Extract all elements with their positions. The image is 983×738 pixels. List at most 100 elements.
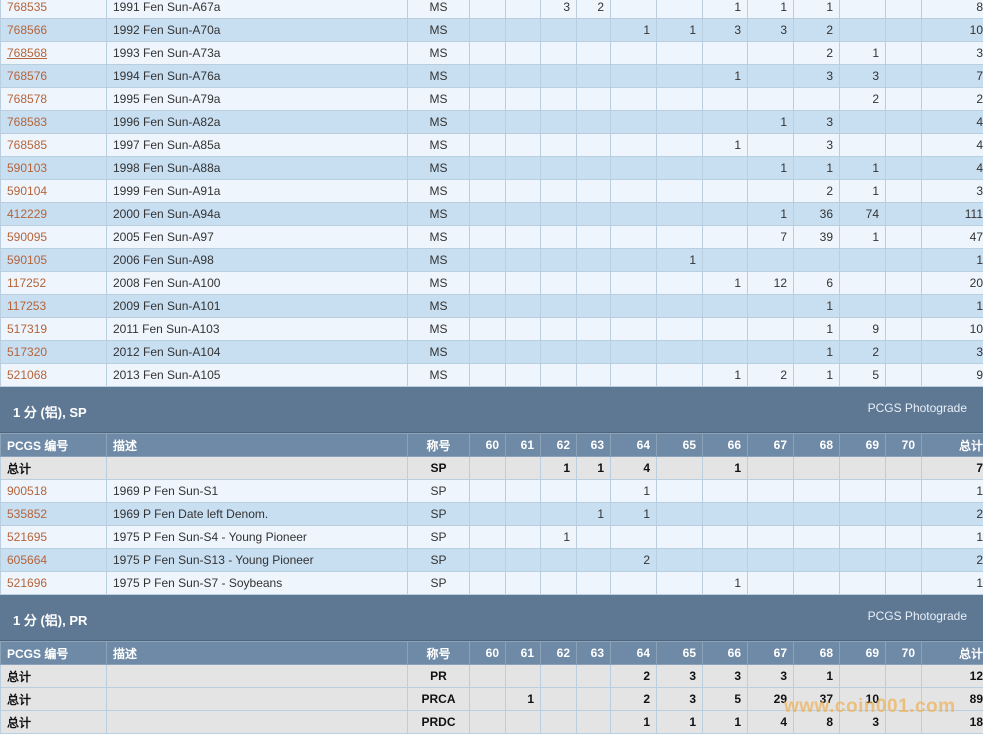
column-header-grade: 67 bbox=[747, 433, 794, 457]
pcgs-number-link[interactable]: 521068 bbox=[7, 368, 48, 382]
grade-count-cell: 3 bbox=[839, 710, 886, 734]
row-total-cell: 4 bbox=[921, 110, 983, 134]
grade-count-cell bbox=[505, 156, 541, 180]
pcgs-number-cell: 521695 bbox=[0, 525, 107, 549]
grade-count-cell: 12 bbox=[747, 271, 794, 295]
table-row: 412229 2000 Fen Sun-A94a MS 1 36 74 111 bbox=[0, 202, 983, 226]
pcgs-number-link[interactable]: 590103 bbox=[7, 161, 48, 175]
pcgs-number-link[interactable]: 517319 bbox=[7, 322, 48, 336]
grade-count-cell bbox=[747, 456, 794, 480]
grade-count-cell bbox=[540, 571, 577, 595]
section-header-pr: 1 分 (铝), PR PCGS Photograde bbox=[0, 595, 983, 641]
grade-count-cell bbox=[839, 456, 886, 480]
pcgs-number-link[interactable]: 768566 bbox=[7, 23, 48, 37]
pcgs-number-link[interactable]: 768576 bbox=[7, 69, 48, 83]
photograde-link[interactable]: PCGS Photograde bbox=[867, 609, 967, 623]
pcgs-number-link[interactable]: 768568 bbox=[7, 46, 48, 60]
column-header-grade: 63 bbox=[576, 641, 611, 665]
table-row: 590105 2006 Fen Sun-A98 MS 1 1 bbox=[0, 248, 983, 272]
pcgs-number-link[interactable]: 768535 bbox=[7, 0, 48, 14]
grade-count-cell bbox=[505, 133, 541, 157]
table-row: 117252 2008 Fen Sun-A100 MS 1 12 6 20 bbox=[0, 271, 983, 295]
grade-count-cell: 29 bbox=[747, 687, 794, 711]
table-row: 768576 1994 Fen Sun-A76a MS 1 3 3 7 bbox=[0, 64, 983, 88]
grade-count-cell bbox=[747, 179, 794, 203]
grade-count-cell bbox=[505, 502, 541, 526]
column-header-grade: 64 bbox=[610, 433, 657, 457]
grade-count-cell: 1 bbox=[839, 225, 886, 249]
column-header-grade: 60 bbox=[469, 641, 506, 665]
description-cell: 1998 Fen Sun-A88a bbox=[106, 156, 408, 180]
grade-count-cell: 2 bbox=[839, 340, 886, 364]
grade-count-cell bbox=[885, 456, 922, 480]
grade-count-cell: 3 bbox=[793, 110, 840, 134]
grade-count-cell: 5 bbox=[702, 687, 748, 711]
grade-count-cell bbox=[656, 317, 703, 341]
pcgs-number-link[interactable]: 590105 bbox=[7, 253, 48, 267]
pcgs-number-link[interactable]: 768585 bbox=[7, 138, 48, 152]
grade-count-cell bbox=[610, 202, 657, 226]
grade-count-cell bbox=[469, 571, 506, 595]
row-total-cell: 9 bbox=[921, 363, 983, 387]
grade-count-cell bbox=[469, 340, 506, 364]
grade-count-cell bbox=[610, 41, 657, 65]
designation-cell: SP bbox=[407, 479, 470, 503]
grade-count-cell bbox=[885, 248, 922, 272]
designation-cell: MS bbox=[407, 110, 470, 134]
description-cell: 2009 Fen Sun-A101 bbox=[106, 294, 408, 318]
grade-count-cell bbox=[469, 18, 506, 42]
grade-count-cell bbox=[576, 571, 611, 595]
grade-count-cell bbox=[576, 687, 611, 711]
grade-count-cell bbox=[702, 294, 748, 318]
grade-count-cell bbox=[469, 317, 506, 341]
row-total-cell: 10 bbox=[921, 317, 983, 341]
row-total-cell: 2 bbox=[921, 502, 983, 526]
column-header-grade: 62 bbox=[540, 433, 577, 457]
column-header-total: 总计 bbox=[921, 641, 983, 665]
description-cell: 1975 P Fen Sun-S7 - Soybeans bbox=[106, 571, 408, 595]
grade-count-cell bbox=[469, 502, 506, 526]
pcgs-number-link[interactable]: 590104 bbox=[7, 184, 48, 198]
grade-count-cell: 1 bbox=[576, 456, 611, 480]
row-total-cell: 1 bbox=[921, 294, 983, 318]
grade-count-cell bbox=[469, 294, 506, 318]
total-row: 总计 SP 1 1 4 1 7 bbox=[0, 456, 983, 480]
column-header-grade: 68 bbox=[793, 433, 840, 457]
pcgs-number-cell: 590104 bbox=[0, 179, 107, 203]
grade-count-cell bbox=[540, 363, 577, 387]
photograde-link[interactable]: PCGS Photograde bbox=[867, 401, 967, 415]
grade-count-cell bbox=[469, 456, 506, 480]
pcgs-number-link[interactable]: 590095 bbox=[7, 230, 48, 244]
pcgs-number-link[interactable]: 900518 bbox=[7, 484, 48, 498]
table-row: 768566 1992 Fen Sun-A70a MS 1 1 3 3 2 10 bbox=[0, 18, 983, 42]
row-total-cell: 4 bbox=[921, 133, 983, 157]
grade-count-cell bbox=[610, 294, 657, 318]
description-cell: 1969 P Fen Date left Denom. bbox=[106, 502, 408, 526]
pcgs-number-link[interactable]: 412229 bbox=[7, 207, 48, 221]
pcgs-number-link[interactable]: 521696 bbox=[7, 576, 48, 590]
site-watermark: www.coin001.com bbox=[784, 696, 956, 717]
grade-count-cell bbox=[885, 687, 922, 711]
pcgs-number-link[interactable]: 768583 bbox=[7, 115, 48, 129]
grade-count-cell: 1 bbox=[656, 710, 703, 734]
grade-count-cell bbox=[576, 156, 611, 180]
grade-count-cell bbox=[610, 340, 657, 364]
description-cell: 1991 Fen Sun-A67a bbox=[106, 0, 408, 19]
pcgs-number-link[interactable]: 535852 bbox=[7, 507, 48, 521]
pcgs-number-link[interactable]: 768578 bbox=[7, 92, 48, 106]
pcgs-number-link[interactable]: 117253 bbox=[7, 299, 47, 313]
pcgs-number-link[interactable]: 605664 bbox=[7, 553, 48, 567]
ms-population-table: 768535 1991 Fen Sun-A67a MS 3 2 1 1 1 8 768566 199… bbox=[0, 0, 983, 387]
grade-count-cell bbox=[610, 525, 657, 549]
grade-count-cell bbox=[576, 64, 611, 88]
pcgs-number-link[interactable]: 517320 bbox=[7, 345, 48, 359]
grade-count-cell: 1 bbox=[702, 271, 748, 295]
grade-count-cell bbox=[747, 248, 794, 272]
grade-count-cell bbox=[702, 525, 748, 549]
pcgs-number-link[interactable]: 521695 bbox=[7, 530, 48, 544]
table-row: 535852 1969 P Fen Date left Denom. SP 1 1 2 bbox=[0, 502, 983, 526]
grade-count-cell: 1 bbox=[702, 133, 748, 157]
pcgs-number-link[interactable]: 117252 bbox=[7, 276, 47, 290]
grade-count-cell bbox=[469, 548, 506, 572]
grade-count-cell bbox=[702, 340, 748, 364]
